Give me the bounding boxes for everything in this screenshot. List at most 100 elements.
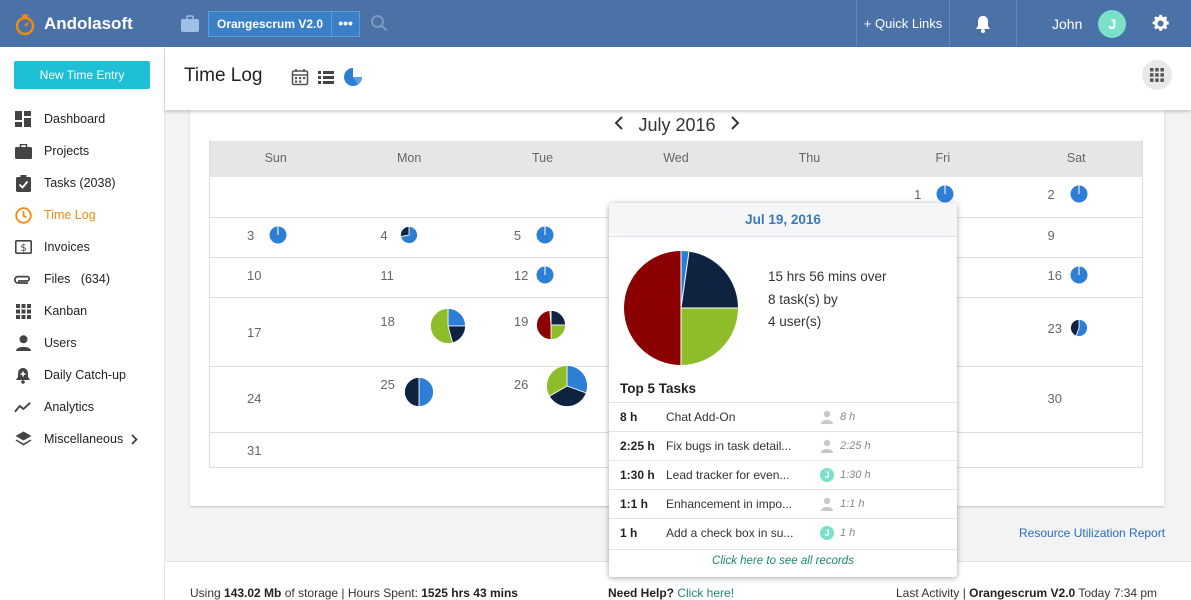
list-view-icon[interactable] [317, 69, 335, 85]
sidebar-item-analytics[interactable]: Analytics [0, 391, 165, 423]
calendar-day-cell[interactable]: 4 [342, 218, 475, 257]
page-title: Time Log [184, 65, 263, 86]
calendar-day-cell[interactable]: 23 [1010, 298, 1143, 366]
day-pie-chart[interactable] [536, 310, 566, 343]
calendar-view-icon[interactable] [291, 68, 309, 86]
calendar-day-cell[interactable]: 2 [1010, 177, 1143, 217]
day-number: 4 [380, 228, 388, 243]
sidebar-item-users[interactable]: Users [0, 327, 165, 359]
see-all-records-link[interactable]: Click here to see all records [609, 549, 957, 567]
day-pie-chart[interactable] [269, 226, 287, 247]
calendar-day-cell[interactable]: 30 [1010, 367, 1143, 432]
day-pie-chart[interactable] [936, 185, 954, 206]
project-switcher: Orangescrum V2.0 ••• [180, 11, 361, 37]
calendar-day-cell[interactable]: 11 [342, 258, 475, 297]
user-time: 2:25 h [840, 440, 871, 452]
task-row[interactable]: 2:25 h Fix bugs in task detail... 2:25 h [609, 431, 957, 460]
calendar-day-cell[interactable] [476, 177, 609, 217]
project-more-button[interactable]: ••• [332, 11, 361, 37]
day-pie-chart[interactable] [400, 226, 419, 247]
task-row[interactable]: 1:1 h Enhancement in impo... 1:1 h [609, 489, 957, 518]
calendar-day-cell[interactable]: 31 [209, 433, 342, 467]
user-icon [14, 334, 32, 352]
day-pie-chart[interactable] [536, 266, 554, 287]
prev-month-button[interactable] [614, 115, 624, 135]
calendar-day-cell[interactable] [476, 433, 609, 467]
new-time-entry-button[interactable]: New Time Entry [14, 61, 150, 89]
calendar-day-cell[interactable]: 1 [876, 177, 1009, 217]
day-pie-chart[interactable] [545, 365, 588, 410]
calendar-day-cell[interactable]: 18 [342, 298, 475, 366]
sidebar-item-miscellaneous[interactable]: Miscellaneous [0, 423, 165, 455]
calendar-day-cell[interactable]: 3 [209, 218, 342, 257]
user-plus-icon [14, 366, 32, 384]
grid-dots-icon [1150, 68, 1164, 82]
sidebar-item-daily-catch-up[interactable]: Daily Catch-up [0, 359, 165, 391]
sidebar-item-projects[interactable]: Projects [0, 135, 165, 167]
calendar-day-cell[interactable] [342, 177, 475, 217]
sidebar-item-label: Projects [44, 144, 90, 158]
weekday-sun: Sun [264, 151, 287, 165]
calendar-day-cell[interactable] [1010, 433, 1143, 467]
day-pie-chart[interactable] [1070, 266, 1088, 287]
task-name[interactable]: Add a check box in su... [666, 526, 794, 540]
sidebar-item-time-log[interactable]: Time Log [0, 199, 165, 231]
calendar-day-cell[interactable] [342, 433, 475, 467]
sidebar-item-dashboard[interactable]: Dashboard [0, 103, 165, 135]
sidebar-item-invoices[interactable]: $ Invoices [0, 231, 165, 263]
calendar-day-cell[interactable]: 19 [476, 298, 609, 366]
user-menu[interactable]: John J [1052, 0, 1127, 47]
resource-report-link[interactable]: Resource Utilization Report [1019, 526, 1166, 540]
task-name[interactable]: Enhancement in impo... [666, 497, 793, 511]
day-number: 19 [513, 314, 529, 329]
day-summary-popup: Jul 19, 2016 15 hrs 56 mins over 8 task(… [609, 203, 957, 577]
task-row[interactable]: 1:30 h Lead tracker for even... J 1:30 h [609, 460, 957, 489]
help-link[interactable]: Click here! [674, 586, 735, 600]
day-pie-chart[interactable] [404, 377, 435, 410]
brand[interactable]: Andolasoft [14, 0, 133, 47]
weekday-fri: Fri [935, 151, 951, 165]
notification-button[interactable] [949, 0, 1017, 47]
search-icon[interactable] [370, 14, 388, 35]
calendar-day-cell[interactable]: 17 [209, 298, 342, 366]
task-row[interactable]: 1 h Add a check box in su... J 1 h [609, 518, 957, 547]
sidebar-item-label: Miscellaneous [44, 432, 124, 446]
sidebar-item-kanban[interactable]: Kanban [0, 295, 165, 327]
sidebar-item-files[interactable]: Files (634) [0, 263, 165, 295]
task-name[interactable]: Fix bugs in task detail... [666, 439, 792, 453]
day-pie-chart[interactable] [430, 308, 467, 347]
calendar-day-cell[interactable]: 24 [209, 367, 342, 432]
day-number: 18 [380, 314, 395, 329]
task-name[interactable]: Lead tracker for even... [666, 468, 790, 482]
gear-icon[interactable] [1150, 13, 1171, 37]
user-placeholder-icon [820, 497, 834, 511]
calendar-day-cell[interactable]: 26 [476, 365, 609, 432]
quick-links-button[interactable]: + Quick Links [856, 0, 949, 47]
sidebar-item-tasks[interactable]: Tasks (2038) [0, 167, 165, 199]
user-avatar: J [820, 526, 834, 540]
day-pie-chart[interactable] [1070, 185, 1088, 206]
weekday-mon: Mon [396, 151, 422, 165]
project-button[interactable]: Orangescrum V2.0 [208, 11, 333, 37]
calendar-day-cell[interactable]: 10 [209, 258, 342, 297]
hours-value: 1525 hrs 43 mins [421, 586, 518, 600]
calendar-day-cell[interactable]: 9 [1010, 218, 1143, 257]
month-label: July 2016 [638, 114, 716, 135]
calendar-day-cell[interactable]: 5 [476, 218, 609, 257]
apps-grid-button[interactable] [1142, 60, 1172, 90]
next-month-button[interactable] [730, 115, 740, 135]
view-switcher [291, 67, 363, 87]
user-name: John [1052, 15, 1083, 32]
task-hours: 2:25 h [620, 439, 655, 453]
chart-view-icon[interactable] [343, 67, 363, 87]
task-row[interactable]: 8 h Chat Add-On 8 h [609, 402, 957, 431]
task-name[interactable]: Chat Add-On [666, 410, 736, 424]
day-pie-chart[interactable] [1069, 319, 1088, 340]
calendar-day-cell[interactable] [209, 177, 342, 217]
calendar-day-cell[interactable]: 25 [342, 367, 475, 432]
chevron-right-icon [131, 433, 138, 445]
calendar-day-cell[interactable]: 12 [476, 258, 609, 297]
day-pie-chart[interactable] [536, 226, 554, 247]
calendar-day-cell[interactable]: 16 [1010, 258, 1143, 297]
